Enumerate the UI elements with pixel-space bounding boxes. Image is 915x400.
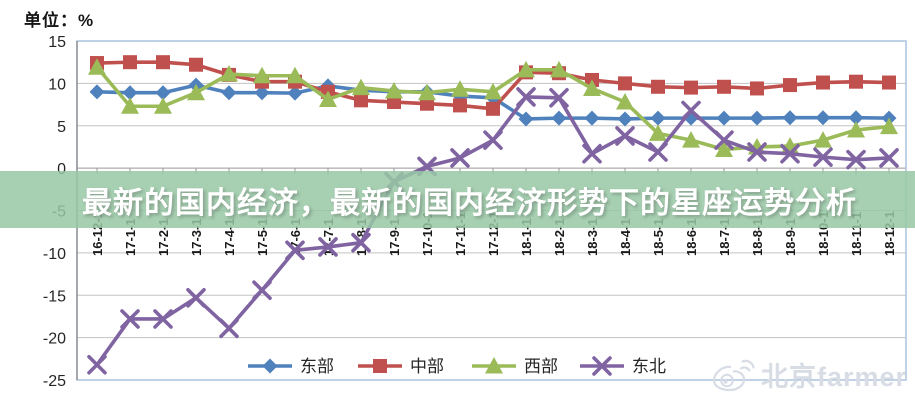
legend-label: 东部: [300, 357, 334, 376]
watermark-text: 北京farmer: [760, 362, 907, 392]
unit-label: 单位：%: [24, 11, 95, 30]
title-text: 最新的国内经济，最新的国内经济形势下的星座运势分析: [82, 186, 857, 220]
legend-label: 东北: [632, 357, 666, 376]
legend-item-west: 西部: [472, 357, 558, 376]
weibo-icon: [712, 359, 755, 391]
legend-item-east: 东部: [248, 357, 334, 376]
series-west: [88, 58, 898, 157]
y-axis-label: -20: [43, 331, 66, 348]
title-banner: 最新的国内经济，最新的国内经济形势下的星座运势分析: [0, 171, 915, 228]
legend-item-center: 中部: [358, 357, 444, 376]
legend-item-northeast: 东北: [580, 356, 666, 376]
legend: 东部 中部 西部 东北: [248, 356, 666, 376]
y-axis-label: -10: [43, 246, 66, 263]
y-axis-label: -15: [43, 288, 66, 305]
y-axis-label: 15: [48, 34, 66, 51]
legend-label: 西部: [524, 357, 558, 376]
y-axis-label: 0: [57, 161, 66, 178]
legend-label: 中部: [410, 357, 444, 376]
y-axis-label: -25: [43, 373, 66, 390]
y-axis-label: 5: [57, 119, 66, 136]
watermark: 北京farmer: [711, 355, 907, 394]
y-axis-label: 10: [48, 76, 66, 93]
